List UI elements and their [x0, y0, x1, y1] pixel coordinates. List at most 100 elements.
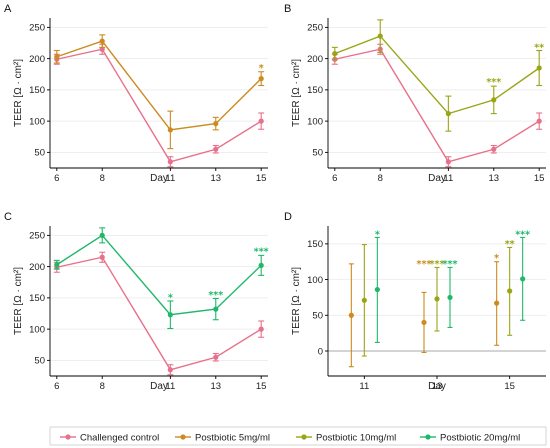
- x-tick-label: 8: [100, 173, 105, 184]
- data-point: [332, 51, 338, 57]
- series-line: [56, 40, 262, 131]
- x-tick-label: 6: [54, 381, 59, 392]
- data-point: [520, 276, 526, 282]
- x-tick-label: 15: [534, 173, 545, 184]
- data-point: [99, 254, 105, 260]
- y-tick-label: 100: [307, 116, 323, 127]
- x-axis-title: Day: [150, 173, 168, 184]
- x-tick-label: 13: [210, 173, 221, 184]
- significance-label: ***: [443, 259, 458, 270]
- series-postbiotic-5mg-ml: [348, 261, 500, 368]
- legend-item: Postbiotic 20mg/ml: [420, 432, 520, 443]
- data-point: [167, 367, 173, 373]
- data-point: [54, 54, 60, 60]
- data-point: [258, 76, 264, 82]
- data-point: [445, 159, 451, 165]
- y-tick-label: 150: [29, 85, 45, 96]
- data-point: [99, 232, 105, 238]
- series-postbiotic-20mg-ml: [374, 236, 526, 343]
- y-tick-label: 0: [318, 346, 323, 357]
- data-point: [445, 111, 451, 117]
- significance-label: ***: [486, 77, 501, 88]
- x-tick-label: 15: [256, 173, 267, 184]
- x-tick-label: 8: [100, 381, 105, 392]
- significance-label: ***: [254, 247, 269, 258]
- data-point: [447, 294, 453, 301]
- series-line: [56, 234, 262, 316]
- x-axis-title: Day: [428, 173, 446, 184]
- y-tick-label: 100: [307, 275, 323, 286]
- y-tick-label: 100: [29, 116, 45, 127]
- series-line: [56, 48, 262, 163]
- y-tick-label: 50: [312, 148, 323, 159]
- y-tick-label: 50: [312, 311, 323, 322]
- x-tick-label: 13: [432, 381, 443, 392]
- significance-label: *: [494, 253, 499, 264]
- x-tick-label: 13: [488, 173, 499, 184]
- data-point: [258, 262, 264, 268]
- panel-a: 50 100 150 200 250 6 8 11 13 15 Day TEER [Ω · cm²] A…: [4, 3, 268, 184]
- y-axis-title: TEER [Ω · cm²]: [291, 267, 302, 335]
- series-challenged-control: [53, 251, 265, 376]
- x-axis-title: Day: [428, 381, 446, 392]
- y-tick-label: 150: [307, 85, 323, 96]
- series-postbiotic-10mg-ml: [361, 244, 513, 357]
- data-point: [507, 288, 513, 294]
- legend-swatch-point: [301, 434, 307, 440]
- legend-item: Postbiotic 10mg/ml: [296, 432, 396, 443]
- x-axis-title: Day: [150, 381, 168, 392]
- panel-letter: D: [284, 211, 292, 223]
- series-challenged-control: [53, 43, 265, 168]
- y-axis-title: TEER [Ω · cm²]: [291, 59, 302, 127]
- y-axis-title: TEER [Ω · cm²]: [13, 267, 24, 335]
- data-point: [167, 312, 173, 318]
- y-tick-label: 100: [29, 324, 45, 335]
- y-axis-title: TEER [Ω · cm²]: [13, 59, 24, 127]
- series-postbiotic-20mg-ml: [53, 227, 265, 330]
- x-tick-label: 11: [359, 381, 369, 392]
- x-tick-label: 6: [332, 173, 337, 184]
- series-line: [334, 35, 540, 115]
- x-tick-label: 8: [378, 173, 383, 184]
- series-line: [56, 256, 262, 371]
- legend-frame: [49, 426, 547, 446]
- significance-label: **: [534, 42, 544, 53]
- series-postbiotic-5mg-ml: [53, 34, 265, 150]
- x-tick-label: 11: [165, 173, 175, 184]
- x-tick-label: 15: [256, 381, 267, 392]
- data-point: [421, 319, 427, 326]
- significance-label: ***: [430, 259, 445, 270]
- panel-letter: B: [284, 3, 291, 15]
- data-point: [491, 146, 497, 152]
- panel-letter: C: [4, 211, 12, 223]
- data-point: [536, 65, 542, 71]
- x-tick-label: 15: [504, 381, 515, 392]
- legend-label: Postbiotic 20mg/ml: [440, 432, 520, 443]
- y-tick-label: 250: [307, 23, 323, 34]
- data-point: [348, 312, 354, 318]
- x-tick-label: 13: [210, 381, 221, 392]
- data-point: [167, 127, 173, 133]
- panel-letter: A: [4, 3, 12, 15]
- legend-swatch-point: [425, 434, 431, 440]
- series-challenged-control: [331, 43, 543, 168]
- data-point: [54, 262, 60, 268]
- legend-label: Postbiotic 5mg/ml: [195, 432, 270, 443]
- data-point: [213, 121, 219, 127]
- y-tick-label: 50: [34, 356, 45, 367]
- significance-label: ***: [208, 290, 223, 301]
- y-tick-label: 200: [307, 54, 323, 65]
- y-tick-label: 50: [34, 148, 45, 159]
- data-point: [258, 326, 264, 332]
- legend-label: Challenged control: [80, 432, 159, 443]
- data-point: [213, 354, 219, 360]
- legend-swatch-point: [65, 434, 71, 440]
- significance-label: *: [375, 230, 380, 241]
- y-tick-label: 250: [29, 231, 45, 242]
- y-tick-label: 250: [29, 23, 45, 34]
- data-point: [434, 296, 440, 302]
- legend-item: Postbiotic 5mg/ml: [175, 432, 270, 443]
- data-point: [536, 118, 542, 124]
- legend-label: Postbiotic 10mg/ml: [316, 432, 396, 443]
